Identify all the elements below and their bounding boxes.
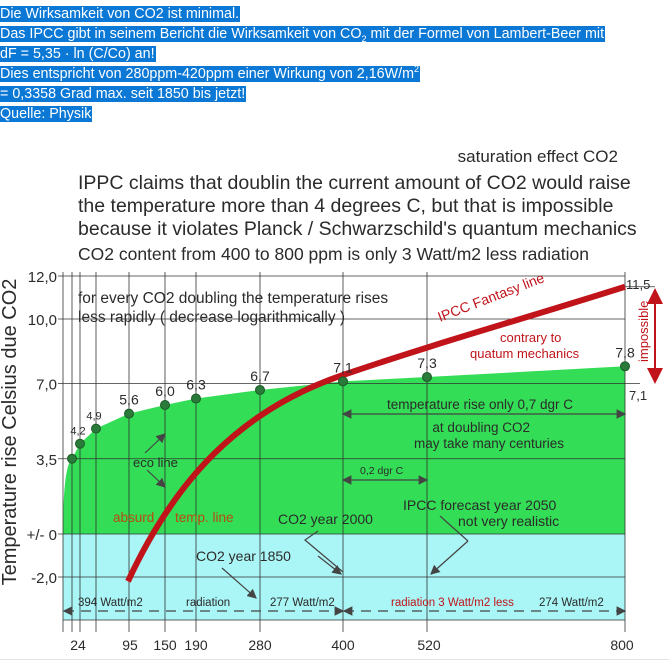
- post-line-1: Die Wirksamkeit von CO2 ist minimal.: [0, 6, 241, 22]
- data-label: 6,0: [155, 383, 175, 399]
- data-label: 4,2: [70, 426, 85, 438]
- annotation-centuries: may take many centuries: [414, 436, 564, 451]
- divider: [0, 659, 669, 660]
- annotation-temp-line: temp. line: [175, 510, 234, 525]
- eco-line-arrow-up: [144, 433, 166, 454]
- data-label: 6,7: [250, 368, 270, 384]
- y-tick-label: 7,0: [36, 377, 57, 394]
- annotation-forecast-1: IPCC forecast year 2050: [403, 497, 557, 513]
- data-label: 7,1: [333, 359, 353, 375]
- eco-data-point: [75, 438, 85, 449]
- data-label: 4,9: [86, 411, 101, 423]
- x-tick-label: 95: [122, 637, 138, 653]
- annotation-dgr-02: 0,2 dgr C: [360, 465, 404, 477]
- post-line-2-b: mit der Formel von Lambert-Beer mit: [366, 26, 605, 42]
- post-line-2-a: Das IPCC gibt in seinem Bericht die Wirk…: [0, 26, 362, 42]
- annotation-eco-line: eco line: [133, 455, 178, 470]
- annotation-rise-only: temperature rise only 0,7 dgr C: [387, 397, 573, 412]
- label-radiation-less: radiation 3 Watt/m2 less: [391, 597, 514, 609]
- x-tick-label: 800: [610, 637, 634, 653]
- y-tick-label: 3,5: [36, 452, 57, 469]
- chart-title: saturation effect CO2: [458, 147, 618, 166]
- chart-headline: CO2 content from 400 to 800 ppm is only …: [78, 244, 589, 264]
- post-line-6: Quelle: Physik: [0, 106, 93, 122]
- annotation-contrary-1: contrary to: [500, 330, 561, 345]
- eco-line-arrow-down: [146, 469, 166, 488]
- eco-data-point: [67, 453, 77, 464]
- post-text: Die Wirksamkeit von CO2 ist minimal. Das…: [0, 4, 606, 124]
- x-tick-label: 520: [417, 637, 441, 653]
- y-tick-label: +/- 0: [27, 527, 57, 544]
- post-line-4: Dies entspricht von 280ppm-420ppm einer …: [0, 64, 421, 82]
- subscript-2: 2: [361, 33, 367, 44]
- label-277-watt: 277 Watt/m2: [270, 597, 335, 609]
- annotation-at-doubling: at doubling CO2: [432, 420, 530, 435]
- annotation-forecast-2: not very realistic: [458, 513, 559, 529]
- eco-area: [63, 366, 625, 534]
- annotation-absurd: absurd: [113, 510, 154, 525]
- impossible-label: impossible: [636, 301, 651, 362]
- eco-data-point: [160, 400, 170, 410]
- y-axis-label: Temperature rise Celsius due CO2: [0, 279, 21, 586]
- post-line-3: dF = 5,35 · ln (C/Co) an!: [0, 46, 156, 62]
- eco-data-point: [338, 376, 348, 387]
- annotation-doubling-2: less rapidly ( decrease logarithmically …: [78, 309, 345, 326]
- superscript-2: 2: [414, 64, 420, 75]
- x-tick-label: 150: [153, 637, 177, 653]
- y-tick-label: 12,0: [28, 269, 57, 286]
- year-2000-pointer: [304, 530, 344, 573]
- x-tick-label: 400: [331, 637, 355, 653]
- right-label-bottom: 7,1: [629, 388, 647, 403]
- y-tick-label: 10,0: [28, 312, 57, 329]
- year-1850-arrow: [221, 567, 257, 599]
- chart-subtitle-3: because it violates Planck / Schwarzschi…: [78, 218, 637, 240]
- chart-subtitle-1: IPPC claims that doublin the current amo…: [78, 172, 631, 194]
- eco-data-point: [620, 361, 630, 372]
- eco-data-point: [422, 372, 432, 383]
- chart-subtitle-2: the temperature more than 4 degrees C, b…: [78, 195, 613, 217]
- post-line-4-a: Dies entspricht von 280ppm-420ppm einer …: [0, 66, 415, 82]
- post-line-5: = 0,3358 Grad max. seit 1850 bis jetzt!: [0, 86, 247, 102]
- year-2050-pointer: [439, 515, 469, 542]
- x-tick-label: 280: [248, 637, 272, 653]
- label-394-watt: 394 Watt/m2: [78, 597, 143, 609]
- annotation-contrary-2: quatum mechanics: [470, 346, 580, 361]
- data-label: 5,6: [119, 392, 139, 408]
- right-label-top: 11,5: [626, 277, 650, 292]
- data-label: 7,8: [615, 344, 635, 360]
- eco-data-point: [191, 393, 201, 404]
- y-tick-label: -2,0: [31, 570, 57, 587]
- data-label: 7,3: [417, 355, 437, 371]
- annotation-year-1850: CO2 year 1850: [196, 548, 291, 564]
- annotation-doubling-1: for every CO2 doubling the temperature r…: [78, 290, 388, 307]
- x-tick-label: 24: [70, 637, 86, 653]
- label-radiation: radiation: [186, 597, 230, 609]
- eco-data-point: [91, 423, 101, 434]
- post-line-2: Das IPCC gibt in seinem Bericht die Wirk…: [0, 26, 606, 44]
- year-2000-arrow: [317, 555, 342, 575]
- eco-data-point: [124, 408, 134, 419]
- ipcc-fantasy-line: [125, 283, 626, 583]
- data-label: 6,3: [186, 377, 206, 393]
- eco-data-point: [255, 384, 265, 395]
- annotation-year-2000: CO2 year 2000: [278, 511, 373, 527]
- x-tick-label: 190: [184, 637, 208, 653]
- label-274-watt: 274 Watt/m2: [539, 597, 604, 609]
- year-2050-arrow: [430, 540, 469, 575]
